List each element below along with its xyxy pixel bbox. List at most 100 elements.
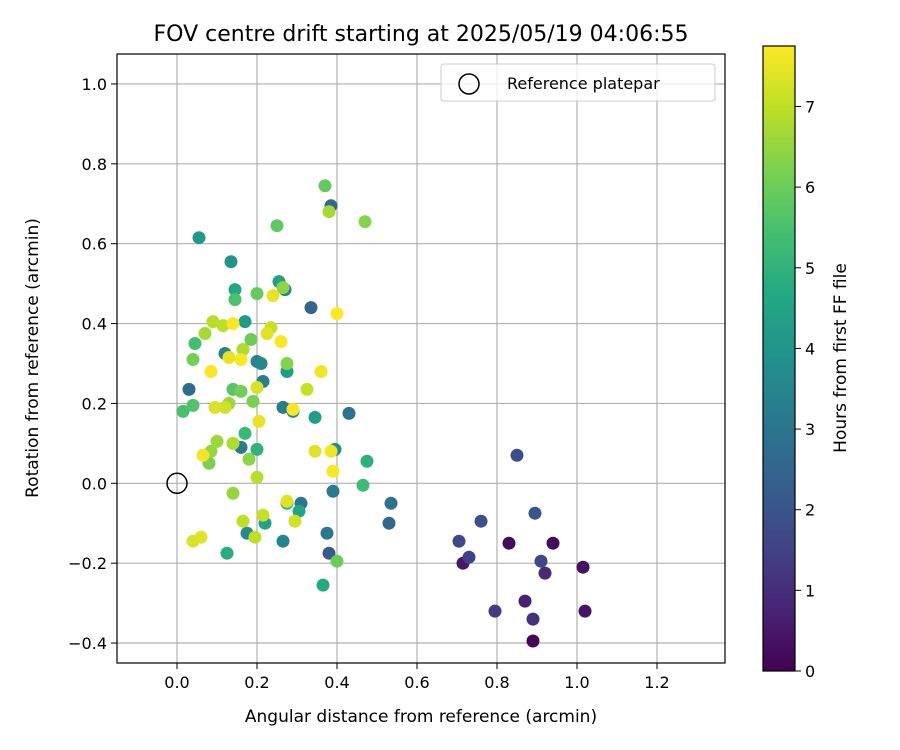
data-point bbox=[186, 353, 200, 366]
reference-platepar-marker bbox=[166, 472, 188, 495]
x-tick-label: 0.8 bbox=[484, 673, 509, 692]
data-point bbox=[242, 452, 256, 466]
data-point bbox=[204, 365, 218, 378]
data-point bbox=[226, 486, 240, 500]
data-point bbox=[292, 504, 306, 518]
data-point bbox=[222, 351, 236, 364]
data-point bbox=[238, 426, 252, 440]
colorbar-tick-label: 1 bbox=[805, 581, 815, 600]
data-point bbox=[360, 454, 374, 468]
data-point bbox=[228, 283, 242, 297]
data-point bbox=[226, 317, 240, 331]
data-point bbox=[300, 382, 314, 396]
data-point bbox=[196, 448, 210, 462]
data-point bbox=[260, 327, 274, 340]
data-point bbox=[186, 398, 200, 412]
data-point bbox=[526, 634, 540, 648]
data-point bbox=[288, 514, 302, 528]
data-point bbox=[224, 255, 238, 269]
x-axis-ticks: 0.0 0.2 0.4 0.6 0.8 1.0 1.2 bbox=[164, 663, 670, 692]
data-point bbox=[546, 536, 560, 550]
x-tick-label: 1.2 bbox=[644, 673, 669, 692]
data-point bbox=[208, 400, 222, 414]
data-point bbox=[382, 516, 396, 530]
data-point bbox=[188, 337, 202, 350]
plot-frame bbox=[116, 53, 726, 664]
data-point bbox=[308, 410, 322, 424]
colorbar-ticks: 0 1 2 3 4 5 6 7 bbox=[795, 97, 815, 681]
data-point bbox=[320, 526, 334, 540]
y-tick-label: 0.2 bbox=[82, 394, 107, 413]
data-point bbox=[304, 301, 318, 315]
data-point bbox=[266, 289, 280, 303]
data-point bbox=[238, 315, 252, 329]
colorbar-tick-label: 2 bbox=[805, 501, 815, 520]
data-point bbox=[274, 335, 288, 348]
y-tick-label: 0.0 bbox=[82, 474, 107, 493]
data-point bbox=[526, 612, 540, 626]
data-point bbox=[226, 436, 240, 450]
data-point bbox=[216, 319, 230, 333]
colorbar-tick-label: 0 bbox=[805, 662, 815, 681]
data-point bbox=[510, 448, 524, 462]
data-point bbox=[576, 560, 590, 574]
data-point bbox=[462, 550, 476, 564]
colorbar-label: Hours from first FF file bbox=[831, 263, 851, 453]
data-point bbox=[244, 333, 258, 346]
data-point bbox=[228, 293, 242, 307]
data-point bbox=[322, 205, 336, 219]
data-point bbox=[256, 508, 270, 522]
data-point bbox=[326, 484, 340, 498]
colorbar-tick-label: 3 bbox=[805, 420, 815, 439]
x-tick-label: 0.6 bbox=[404, 673, 429, 692]
x-axis-label: Angular distance from reference (arcmin) bbox=[245, 707, 597, 727]
data-point bbox=[210, 434, 224, 448]
y-tick-label: 1.0 bbox=[82, 75, 107, 94]
data-point bbox=[316, 578, 330, 592]
data-point bbox=[192, 231, 206, 245]
legend: Reference platepar bbox=[440, 63, 716, 102]
colorbar-tick-label: 4 bbox=[805, 339, 815, 358]
chart-title: FOV centre drift starting at 2025/05/19 … bbox=[154, 22, 689, 47]
data-point bbox=[330, 554, 344, 568]
y-tick-label: −0.2 bbox=[68, 554, 107, 573]
data-point bbox=[286, 402, 300, 416]
data-point bbox=[538, 566, 552, 580]
data-point bbox=[276, 534, 290, 548]
data-point bbox=[322, 546, 336, 560]
data-point bbox=[330, 307, 344, 321]
legend-marker bbox=[458, 73, 480, 95]
scatter-points bbox=[176, 179, 592, 648]
data-point bbox=[474, 514, 488, 528]
colorbar-tick-label: 5 bbox=[805, 259, 815, 278]
data-point bbox=[194, 530, 208, 544]
data-point bbox=[356, 478, 370, 492]
y-tick-label: −0.4 bbox=[68, 634, 107, 653]
x-tick-label: 1.0 bbox=[564, 673, 589, 692]
y-axis-ticks: 1.0 0.8 0.6 0.4 0.2 0.0 −0.2 −0.4 bbox=[68, 75, 117, 653]
data-point bbox=[250, 381, 264, 394]
x-tick-label: 0.0 bbox=[164, 673, 189, 692]
data-point bbox=[252, 414, 266, 428]
data-point bbox=[236, 514, 250, 528]
data-point bbox=[250, 287, 264, 301]
data-point bbox=[314, 365, 328, 378]
data-point bbox=[250, 442, 264, 456]
data-point bbox=[182, 382, 196, 396]
data-point bbox=[528, 506, 542, 520]
data-point bbox=[308, 444, 322, 458]
data-point bbox=[342, 406, 356, 420]
legend-label: Reference platepar bbox=[507, 74, 660, 93]
data-point bbox=[326, 464, 340, 478]
data-point bbox=[280, 357, 294, 370]
data-point bbox=[218, 400, 232, 414]
y-tick-label: 0.4 bbox=[82, 315, 107, 334]
data-point bbox=[198, 327, 212, 340]
data-point bbox=[502, 536, 516, 550]
data-point bbox=[236, 343, 250, 356]
data-point bbox=[220, 546, 234, 560]
data-point bbox=[324, 444, 338, 458]
data-point bbox=[176, 404, 190, 418]
data-point bbox=[270, 219, 284, 233]
